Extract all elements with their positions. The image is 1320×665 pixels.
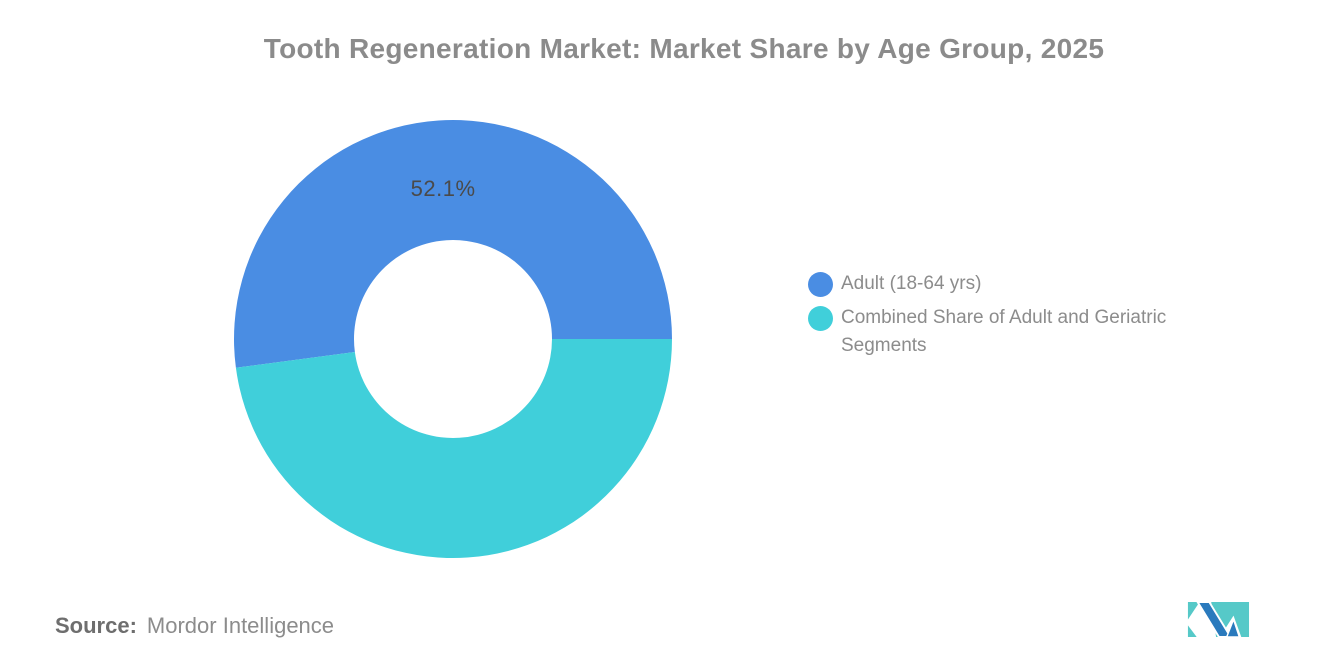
legend-item-combined[interactable]: Combined Share of Adult and Geriatric Se… xyxy=(808,304,1241,360)
legend-marker-adult xyxy=(808,272,833,297)
legend-marker-combined xyxy=(808,306,833,331)
legend: Adult (18-64 yrs) Combined Share of Adul… xyxy=(808,270,1241,360)
logo-blue-right-triangle xyxy=(1225,617,1241,638)
donut-chart xyxy=(234,120,673,559)
mordor-intelligence-logo xyxy=(1187,601,1250,638)
logo-teal-top-left-triangle xyxy=(1187,602,1200,620)
logo-teal-bottom-left-triangle xyxy=(1187,625,1197,637)
source-value: Mordor Intelligence xyxy=(146,613,335,638)
legend-label-adult: Adult (18-64 yrs) xyxy=(841,273,982,294)
pie-slice-0[interactable] xyxy=(234,120,673,368)
chart-title: Tooth Regeneration Market: Market Share … xyxy=(263,33,1105,64)
legend-label-combined: Combined Share of Adult and Geriatric Se… xyxy=(841,307,1167,356)
slice-data-label: 52.1% xyxy=(410,176,476,202)
source-note: Source: Mordor Intelligence xyxy=(55,613,334,639)
pie-slice-1[interactable] xyxy=(235,339,672,559)
legend-item-adult[interactable]: Adult (18-64 yrs) xyxy=(808,270,1241,298)
source-label: Source: xyxy=(55,613,137,638)
